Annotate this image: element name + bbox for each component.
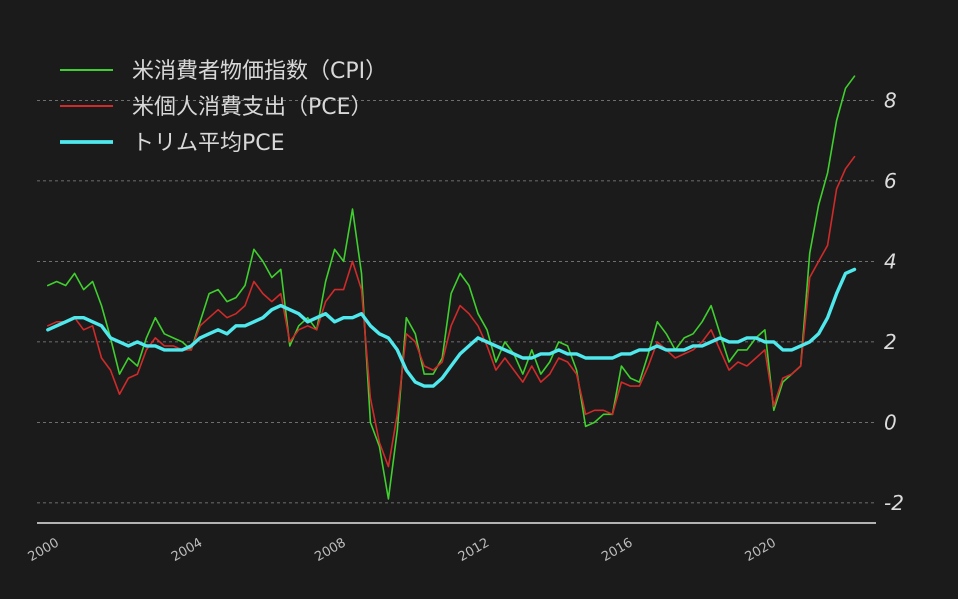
series-layer: [46, 75, 857, 500]
x-tick-label: 2000: [26, 535, 62, 565]
cpi-line: [46, 75, 856, 500]
y-tick-label: 8: [884, 88, 897, 112]
x-tick-label: 2012: [456, 535, 492, 565]
y-tick-label: 4: [884, 249, 897, 273]
y-tick-label: 6: [884, 169, 897, 193]
y-tick-labels: -2 0 2 4 6 8: [884, 88, 904, 515]
y-gridlines: [37, 99, 876, 504]
trim-pce-line: [46, 267, 857, 388]
pce-line: [46, 155, 856, 468]
legend-label: 米消費者物価指数（CPI）: [132, 59, 387, 84]
y-tick-label: 2: [884, 330, 897, 354]
legend-label: 米個人消費支出（PCE）: [132, 95, 373, 120]
y-tick-label: 0: [884, 410, 897, 434]
legend: 米消費者物価指数（CPI） 米個人消費支出（PCE） トリム平均PCE: [60, 59, 387, 156]
legend-label: トリム平均PCE: [132, 131, 285, 156]
x-tick-labels: 2000 2004 2008 2012 2016 2020: [26, 535, 779, 565]
x-tick-label: 2004: [169, 535, 205, 565]
x-tick-label: 2008: [312, 535, 348, 565]
x-tick-label: 2020: [743, 535, 779, 565]
x-tick-label: 2016: [599, 535, 635, 565]
y-tick-label: -2: [884, 491, 904, 515]
